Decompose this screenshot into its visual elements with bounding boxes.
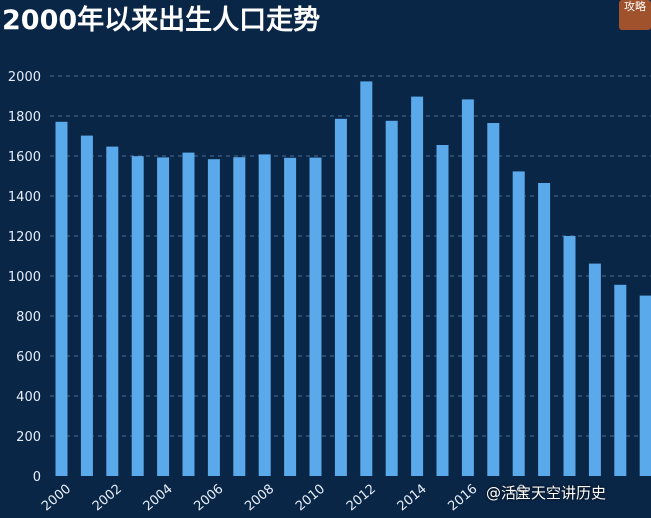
bar-2002: [106, 146, 119, 476]
y-tick-label: 600: [16, 350, 41, 365]
credit-watermark: @活宝天空讲历史: [486, 484, 607, 502]
bar-2003: [131, 156, 144, 476]
logo: 攻略: [619, 0, 651, 30]
bar-layer: [55, 81, 651, 477]
bar-2016: [461, 99, 474, 477]
y-tick-label: 200: [16, 430, 41, 445]
bar-2007: [233, 157, 246, 476]
bar-2015: [436, 145, 449, 476]
bar-2017: [487, 123, 500, 476]
bar-2023: [639, 295, 651, 476]
y-axis-ticks: 0 200 400 600 800 1000 1200 1400 1600 1800 2000: [8, 70, 41, 485]
bar-2018: [512, 171, 525, 476]
y-tick-label: 1800: [8, 110, 41, 125]
bar-2012: [360, 81, 373, 477]
bar-2004: [157, 157, 170, 476]
bar-2021: [588, 263, 601, 476]
x-tick-label: 2010: [293, 482, 328, 515]
bar-2014: [411, 96, 424, 476]
x-tick-label: 2008: [242, 482, 277, 515]
bar-2013: [385, 120, 398, 477]
y-tick-label: 800: [16, 310, 41, 325]
y-tick-label: 1400: [8, 190, 41, 205]
y-tick-label: 0: [33, 470, 41, 485]
x-tick-label: 2000: [39, 482, 74, 515]
bar-2011: [334, 118, 347, 477]
bar-2019: [538, 183, 551, 476]
bar-2008: [258, 154, 271, 476]
bar-2001: [80, 135, 93, 476]
bar-2020: [563, 236, 576, 476]
chart-title: 2000年以来出生人口走势: [2, 5, 321, 36]
y-tick-label: 400: [16, 390, 41, 405]
x-axis-ticks: 2000 2002 2004 2006 2008 2010 2012 2014 2016 20: [39, 482, 531, 515]
bar-2000: [55, 121, 68, 477]
x-tick-label: 2012: [344, 482, 379, 515]
bar-2009: [284, 157, 297, 477]
x-tick-label: 2014: [395, 482, 430, 515]
bar-2006: [207, 159, 220, 476]
bar-2005: [182, 152, 195, 476]
x-tick-label: 2016: [445, 482, 480, 515]
y-tick-label: 1600: [8, 150, 41, 165]
x-tick-label: 2006: [191, 482, 226, 515]
y-tick-label: 1000: [8, 270, 41, 285]
bar-2022: [614, 284, 627, 476]
y-tick-label: 1200: [8, 230, 41, 245]
x-tick-label: 2002: [90, 482, 125, 515]
x-tick-label: 2004: [141, 482, 176, 515]
y-tick-label: 2000: [8, 70, 41, 85]
bar-2010: [309, 157, 322, 476]
